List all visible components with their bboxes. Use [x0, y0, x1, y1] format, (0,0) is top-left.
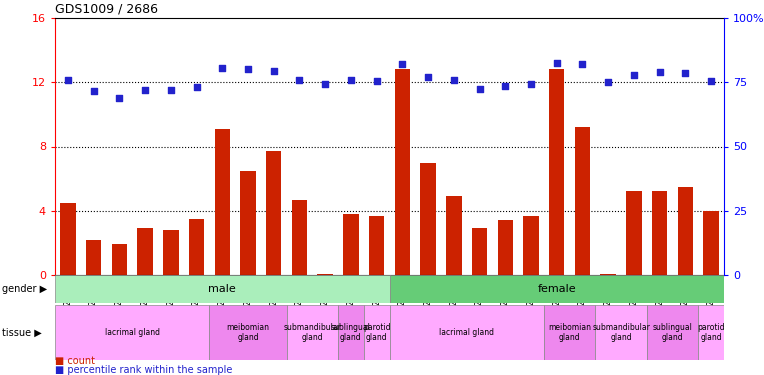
Bar: [112, 244, 127, 275]
Point: [371, 78, 383, 84]
Point: [474, 86, 486, 92]
Text: lacrimal gland: lacrimal gland: [105, 328, 160, 337]
Text: sublingual
gland: sublingual gland: [652, 323, 692, 342]
Bar: [189, 219, 204, 275]
Point: [165, 87, 177, 93]
Bar: [472, 228, 487, 275]
Point: [139, 87, 151, 93]
Point: [62, 76, 74, 82]
Point: [319, 81, 332, 87]
Bar: [60, 203, 76, 275]
Bar: [240, 171, 256, 275]
Point: [397, 61, 409, 67]
Point: [190, 84, 202, 90]
Text: parotid
gland: parotid gland: [363, 323, 390, 342]
Bar: [292, 200, 307, 275]
Point: [653, 69, 665, 75]
Bar: [549, 69, 565, 275]
Bar: [420, 163, 435, 275]
Point: [705, 78, 717, 84]
Bar: [86, 240, 102, 275]
Bar: [595, 305, 647, 360]
Point: [113, 94, 125, 100]
Text: male: male: [209, 284, 236, 294]
Text: ■ count: ■ count: [55, 356, 95, 366]
Point: [551, 60, 563, 66]
Bar: [318, 274, 333, 275]
Point: [293, 76, 306, 82]
Bar: [575, 127, 591, 275]
Bar: [523, 216, 539, 275]
Point: [628, 72, 640, 78]
Bar: [266, 152, 281, 275]
Bar: [544, 305, 595, 360]
Point: [345, 76, 357, 82]
Bar: [209, 305, 286, 360]
Bar: [138, 228, 153, 275]
Text: submandibular
gland: submandibular gland: [283, 323, 342, 342]
Text: female: female: [537, 284, 576, 294]
Bar: [678, 187, 693, 275]
Bar: [497, 220, 513, 275]
Text: meibomian
gland: meibomian gland: [226, 323, 270, 342]
Point: [88, 88, 100, 94]
Bar: [626, 192, 642, 275]
Point: [576, 61, 588, 67]
Text: ■ percentile rank within the sample: ■ percentile rank within the sample: [55, 365, 232, 375]
Point: [216, 65, 228, 71]
Text: tissue ▶: tissue ▶: [2, 327, 42, 338]
Point: [242, 66, 254, 72]
Bar: [395, 69, 410, 275]
Point: [602, 79, 614, 85]
Text: lacrimal gland: lacrimal gland: [439, 328, 494, 337]
Bar: [390, 305, 544, 360]
Bar: [647, 305, 698, 360]
Text: gender ▶: gender ▶: [2, 284, 47, 294]
Bar: [55, 275, 390, 303]
Bar: [286, 305, 338, 360]
Bar: [390, 275, 724, 303]
Point: [448, 76, 460, 82]
Bar: [364, 305, 390, 360]
Bar: [698, 305, 724, 360]
Bar: [369, 216, 384, 275]
Point: [422, 74, 434, 80]
Bar: [446, 196, 461, 275]
Bar: [215, 129, 230, 275]
Bar: [343, 214, 358, 275]
Text: sublingual
gland: sublingual gland: [331, 323, 371, 342]
Text: meibomian
gland: meibomian gland: [548, 323, 591, 342]
Point: [499, 83, 511, 89]
Bar: [704, 211, 719, 275]
Text: parotid
gland: parotid gland: [698, 323, 725, 342]
Bar: [652, 192, 668, 275]
Text: GDS1009 / 2686: GDS1009 / 2686: [55, 2, 158, 15]
Point: [679, 70, 691, 76]
Text: submandibular
gland: submandibular gland: [592, 323, 650, 342]
Point: [267, 68, 280, 74]
Bar: [55, 305, 209, 360]
Bar: [601, 274, 616, 275]
Bar: [338, 305, 364, 360]
Bar: [163, 230, 179, 275]
Point: [525, 81, 537, 87]
